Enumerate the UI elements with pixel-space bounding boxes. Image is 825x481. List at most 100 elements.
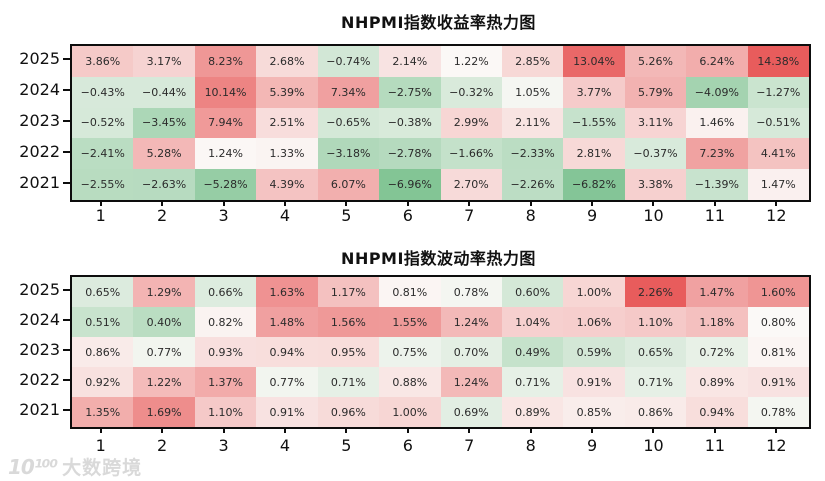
heatmap-cell: −5.28% — [194, 169, 257, 200]
heatmap-cell: 0.51% — [72, 307, 134, 337]
heatmap-cell: 6.07% — [317, 169, 380, 200]
heatmap-cell: −2.55% — [72, 169, 134, 200]
heatmap-cell: −2.26% — [501, 169, 564, 200]
x-tick-mark — [222, 427, 225, 433]
x-axis-label: 2 — [157, 436, 168, 455]
heatmap-cell: 3.11% — [624, 107, 687, 139]
heatmap-cell: 14.38% — [747, 46, 809, 77]
heatmap-cell: 0.85% — [563, 397, 625, 427]
y-tick-mark — [63, 58, 70, 61]
heatmap-cell: 0.77% — [133, 337, 195, 367]
heatmap-cell: 1.24% — [440, 367, 502, 397]
volatility-x-axis: 1 2 3 4 5 6 7 8 9 10 11 12 — [70, 436, 807, 455]
x-axis-label: 1 — [95, 206, 106, 225]
heatmap-cell: −3.18% — [317, 138, 380, 170]
heatmap-cell: 0.81% — [379, 277, 441, 307]
y-axis-label: 2023 — [19, 111, 60, 130]
x-tick-mark — [406, 200, 409, 206]
heatmap-cell: 2.14% — [379, 46, 441, 77]
heatmap-cell: 5.26% — [624, 46, 687, 77]
heatmap-cell: 8.23% — [194, 46, 257, 77]
x-tick-mark — [713, 427, 716, 433]
x-tick-mark — [529, 200, 532, 206]
heatmap-cell: 0.78% — [440, 277, 502, 307]
heatmap-cell: 1.18% — [686, 307, 748, 337]
heatmap-cell: 2.70% — [440, 169, 502, 200]
y-axis-label: 2024 — [19, 80, 60, 100]
heatmap-cell: 1.22% — [440, 46, 502, 77]
heatmap-cell: −2.33% — [501, 138, 564, 170]
heatmap-cell: 0.82% — [194, 307, 257, 337]
x-axis-label: 5 — [341, 206, 352, 225]
heatmap-cell: −2.78% — [379, 138, 441, 170]
heatmap-cell: 0.69% — [440, 397, 502, 427]
heatmap-cell: −4.09% — [686, 76, 748, 108]
x-tick-mark — [345, 427, 348, 433]
heatmap-cell: 5.39% — [256, 76, 318, 108]
heatmap-cell: 1.48% — [256, 307, 318, 337]
heatmap-cell: 0.91% — [256, 397, 318, 427]
watermark: 10¹⁰⁰ 大数跨境 — [8, 453, 142, 480]
heatmap-cell: 5.28% — [133, 138, 195, 170]
heatmap-cell: 0.75% — [379, 337, 441, 367]
x-tick-mark — [468, 427, 471, 433]
heatmap-cell: −0.38% — [379, 107, 441, 139]
heatmap-cell: 1.06% — [563, 307, 625, 337]
heatmap-cell: 1.56% — [317, 307, 380, 337]
heatmap-cell: 2.26% — [624, 277, 687, 307]
heatmap-cell: 4.41% — [747, 138, 809, 170]
y-tick-mark — [63, 120, 70, 122]
x-axis-label: 7 — [464, 436, 475, 455]
y-axis-label: 2022 — [19, 141, 60, 161]
heatmap-cell: 0.80% — [747, 307, 809, 337]
heatmap-cell: 3.77% — [563, 76, 625, 108]
heatmap-cell: 0.78% — [747, 397, 809, 427]
heatmap-cell: 0.86% — [624, 397, 687, 427]
heatmap-cell: 0.93% — [194, 337, 257, 367]
x-tick-mark — [345, 200, 348, 206]
heatmap-cell: 2.68% — [256, 46, 318, 77]
heatmap-cell: 2.11% — [501, 107, 564, 139]
heatmap-cell: 1.00% — [379, 397, 441, 427]
heatmap-cell: 1.24% — [440, 307, 502, 337]
heatmap-cell: 2.81% — [563, 138, 625, 170]
heatmap-cell: 0.81% — [747, 337, 809, 367]
x-axis-label: 11 — [704, 206, 726, 225]
heatmap-cell: 0.77% — [256, 367, 318, 397]
y-axis-label: 2023 — [19, 340, 60, 359]
returns-heatmap-grid: 3.86% 3.17% 8.23% 2.68% −0.74% 2.14% 1.22% 2.85… — [70, 44, 811, 202]
heatmap-cell: 0.94% — [256, 337, 318, 367]
y-tick-mark — [63, 319, 70, 321]
watermark-logo-icon: 10¹⁰⁰ — [8, 455, 58, 479]
heatmap-cell: 0.91% — [563, 367, 625, 397]
x-tick-mark — [591, 200, 594, 206]
heatmap-cell: 1.55% — [379, 307, 441, 337]
watermark-text: 大数跨境 — [62, 457, 143, 479]
x-tick-mark — [283, 200, 286, 206]
y-axis-label: 2025 — [19, 280, 60, 299]
heatmap-cell: 1.33% — [256, 138, 318, 170]
heatmap-cell: −0.74% — [317, 46, 380, 77]
heatmap-cell: 1.47% — [686, 277, 748, 307]
x-tick-mark — [222, 200, 225, 206]
y-tick-mark — [63, 409, 70, 411]
heatmap-cell: 1.69% — [133, 397, 195, 427]
heatmap-cell: 1.24% — [194, 138, 257, 170]
heatmap-cell: 1.00% — [563, 277, 625, 307]
heatmap-cell: −0.32% — [440, 76, 502, 108]
x-axis-label: 12 — [766, 206, 787, 225]
heatmap-cell: 0.60% — [501, 277, 564, 307]
y-tick-mark — [63, 150, 70, 153]
x-axis-label: 9 — [586, 436, 598, 455]
heatmap-cell: 0.49% — [501, 337, 564, 367]
y-axis-label: 2021 — [19, 400, 60, 419]
heatmap-cell: 2.51% — [256, 107, 318, 139]
heatmap-cell: 1.46% — [686, 107, 748, 139]
heatmap-cell: 3.86% — [72, 46, 134, 77]
heatmap-cell: 0.65% — [72, 277, 134, 307]
x-tick-mark — [591, 427, 594, 433]
heatmap-cell: 0.96% — [317, 397, 380, 427]
heatmap-cell: −2.75% — [379, 76, 441, 108]
x-axis-label: 6 — [402, 436, 413, 455]
x-tick-mark — [99, 200, 102, 206]
